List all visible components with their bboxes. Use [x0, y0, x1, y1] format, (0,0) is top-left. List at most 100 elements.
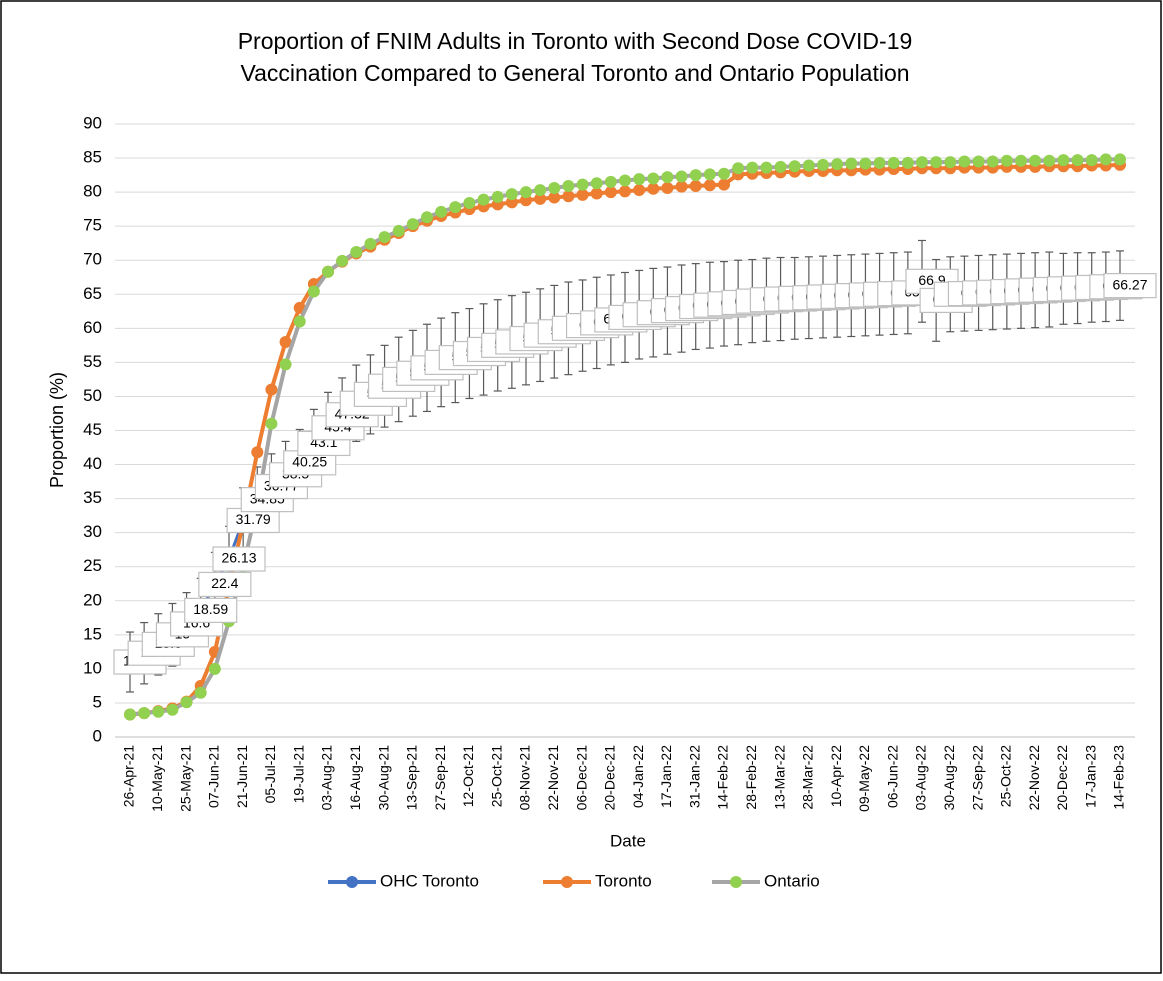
marker	[180, 696, 193, 709]
marker	[972, 155, 985, 168]
marker	[689, 179, 702, 192]
y-tick-label: 25	[83, 556, 102, 575]
y-tick-label: 50	[83, 386, 102, 405]
data-label: 43.1	[297, 430, 351, 457]
data-label-text: 40.25	[292, 454, 327, 470]
marker	[916, 156, 928, 169]
y-tick-label: 20	[83, 590, 102, 609]
marker	[1043, 154, 1056, 167]
legend-marker	[346, 876, 358, 888]
data-label-text: 31.79	[236, 511, 271, 527]
x-tick-label: 09-May-22	[856, 745, 872, 812]
marker	[1085, 154, 1098, 167]
x-tick-label: 16-Aug-21	[347, 745, 363, 811]
legend-label: OHC Toronto	[380, 871, 479, 890]
marker	[378, 231, 391, 244]
marker	[944, 156, 957, 169]
marker	[562, 190, 575, 203]
marker	[619, 185, 631, 198]
marker	[986, 155, 999, 168]
x-tick-label: 20-Dec-21	[602, 745, 618, 811]
x-tick-label: 31-Jan-22	[686, 745, 702, 808]
marker	[293, 315, 306, 328]
marker	[265, 417, 278, 430]
marker	[124, 708, 136, 721]
y-tick-label: 80	[83, 182, 102, 201]
data-label-text: 22.4	[211, 575, 238, 591]
y-tick-label: 30	[83, 522, 102, 541]
x-tick-label: 27-Sep-21	[432, 745, 448, 811]
legend-marker	[730, 876, 742, 888]
marker	[604, 175, 617, 188]
marker	[166, 703, 179, 716]
marker	[901, 156, 914, 169]
y-tick-label: 65	[83, 284, 102, 303]
marker	[562, 179, 575, 192]
marker	[788, 160, 801, 173]
x-tick-label: 26-Apr-21	[121, 745, 137, 807]
data-label-text: 66.27	[1112, 276, 1147, 292]
x-tick-label: 08-Nov-21	[517, 745, 533, 811]
x-tick-label: 14-Feb-22	[715, 745, 731, 810]
marker	[208, 662, 221, 675]
marker	[873, 156, 886, 169]
data-label: 26.13	[212, 546, 266, 572]
marker	[817, 158, 829, 171]
marker	[1071, 154, 1084, 167]
marker	[435, 205, 448, 218]
marker	[534, 192, 547, 205]
marker	[703, 168, 716, 181]
marker	[675, 180, 688, 193]
marker	[1000, 154, 1013, 167]
x-tick-label: 04-Jan-22	[630, 745, 646, 808]
marker	[322, 265, 334, 278]
x-tick-label: 03-Aug-22	[913, 745, 929, 811]
marker	[421, 211, 433, 224]
y-tick-label: 15	[83, 624, 102, 643]
x-tick-label: 22-Nov-22	[1026, 745, 1042, 811]
marker	[392, 224, 405, 237]
chart-subtitle: Vaccination Compared to General Toronto …	[240, 60, 909, 86]
x-tick-label: 10-Apr-22	[828, 745, 844, 807]
x-tick-label: 17-Jan-22	[658, 745, 674, 808]
marker	[604, 186, 617, 199]
marker	[845, 157, 858, 170]
x-tick-label: 17-Jan-23	[1082, 745, 1098, 808]
marker	[633, 184, 646, 197]
x-tick-label: 14-Feb-23	[1111, 745, 1127, 810]
marker	[958, 155, 971, 168]
marker	[477, 193, 490, 206]
data-label-text: 26.13	[221, 550, 256, 566]
x-tick-label: 30-Aug-22	[941, 745, 957, 811]
legend-item: OHC Toronto	[328, 871, 479, 890]
y-tick-label: 40	[83, 454, 102, 473]
marker	[152, 705, 165, 718]
legend-label: Toronto	[595, 871, 652, 890]
y-tick-label: 70	[83, 250, 102, 269]
x-tick-label: 30-Aug-21	[375, 745, 391, 811]
marker	[138, 707, 151, 720]
marker	[491, 190, 504, 203]
marker	[859, 157, 872, 170]
marker	[548, 191, 561, 204]
x-tick-label: 21-Jun-21	[234, 745, 250, 808]
x-tick-label: 25-Oct-21	[488, 745, 504, 807]
marker	[576, 178, 589, 191]
marker	[647, 182, 660, 195]
x-tick-label: 25-Oct-22	[998, 745, 1014, 807]
marker	[548, 182, 561, 195]
x-tick-label: 27-Sep-22	[969, 745, 985, 811]
y-tick-label: 90	[83, 113, 102, 132]
marker	[307, 285, 320, 298]
marker	[265, 383, 278, 396]
legend-label: Ontario	[764, 871, 820, 890]
marker	[336, 254, 349, 267]
data-label-box	[184, 597, 238, 623]
data-label-box	[198, 571, 252, 598]
marker	[449, 201, 462, 214]
marker	[1099, 153, 1112, 166]
marker	[1029, 154, 1042, 167]
marker	[505, 188, 518, 201]
x-tick-label: 10-May-21	[149, 745, 165, 812]
marker	[364, 237, 377, 250]
